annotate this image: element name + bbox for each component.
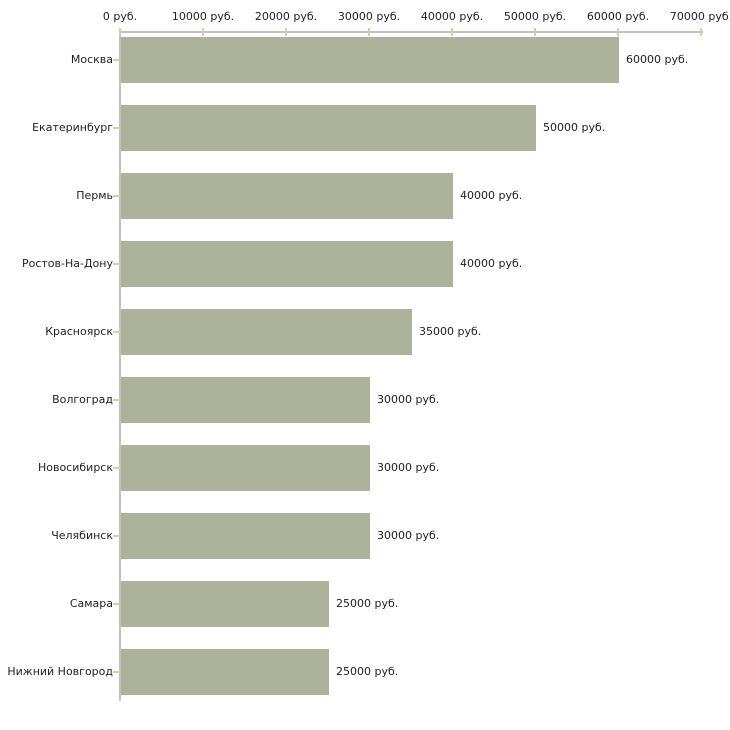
category-label: Челябинск [51,529,113,542]
x-axis-tick-mark [285,28,287,36]
x-axis-tick-mark [119,28,121,36]
bar [121,37,619,83]
bar [121,241,453,287]
x-axis-tick-label: 0 руб. [102,10,138,23]
bar [121,105,536,151]
category-label: Самара [69,597,113,610]
y-axis-tick-mark [113,467,120,469]
category-label: Пермь [76,189,113,202]
category-label: Ростов-На-Дону [21,257,113,270]
bar [121,649,329,695]
y-axis-line [119,31,121,701]
x-axis-tick-mark [534,28,536,36]
y-axis-tick-mark [113,127,120,129]
bar [121,445,370,491]
x-axis-tick-mark [451,28,453,36]
category-label: Новосибирск [37,461,113,474]
y-axis-tick-mark [113,331,120,333]
x-axis-tick-mark [700,28,702,36]
category-label: Волгоград [52,393,113,406]
x-axis-tick-mark [202,28,204,36]
bar [121,581,329,627]
bar [121,513,370,559]
y-axis-tick-mark [113,195,120,197]
x-axis-tick-mark [368,28,370,36]
x-axis-line [120,31,703,33]
x-axis-tick-label: 50000 руб. [503,10,567,23]
y-axis-tick-mark [113,603,120,605]
x-axis-tick-label: 40000 руб. [420,10,484,23]
value-label: 30000 руб. [377,393,440,406]
value-label: 30000 руб. [377,461,440,474]
x-axis-tick-mark [617,28,619,36]
y-axis-tick-mark [113,671,120,673]
value-label: 30000 руб. [377,529,440,542]
value-label: 25000 руб. [336,597,399,610]
category-label: Москва [70,53,113,66]
value-label: 35000 руб. [419,325,482,338]
value-label: 60000 руб. [626,53,689,66]
value-label: 25000 руб. [336,665,399,678]
x-axis-tick-label: 20000 руб. [254,10,318,23]
x-axis-tick-label: 70000 руб. [669,10,730,23]
category-label: Екатеринбург [32,121,113,134]
x-axis-tick-label: 10000 руб. [171,10,235,23]
bar [121,173,453,219]
y-axis-tick-mark [113,59,120,61]
value-label: 40000 руб. [460,189,523,202]
y-axis-tick-mark [113,263,120,265]
y-axis-tick-mark [113,399,120,401]
bar [121,377,370,423]
bar [121,309,412,355]
value-label: 50000 руб. [543,121,606,134]
value-label: 40000 руб. [460,257,523,270]
x-axis-tick-label: 30000 руб. [337,10,401,23]
category-label: Красноярск [45,325,113,338]
x-axis-tick-label: 60000 руб. [586,10,650,23]
category-label: Нижний Новгород [7,665,113,678]
y-axis-tick-mark [113,535,120,537]
